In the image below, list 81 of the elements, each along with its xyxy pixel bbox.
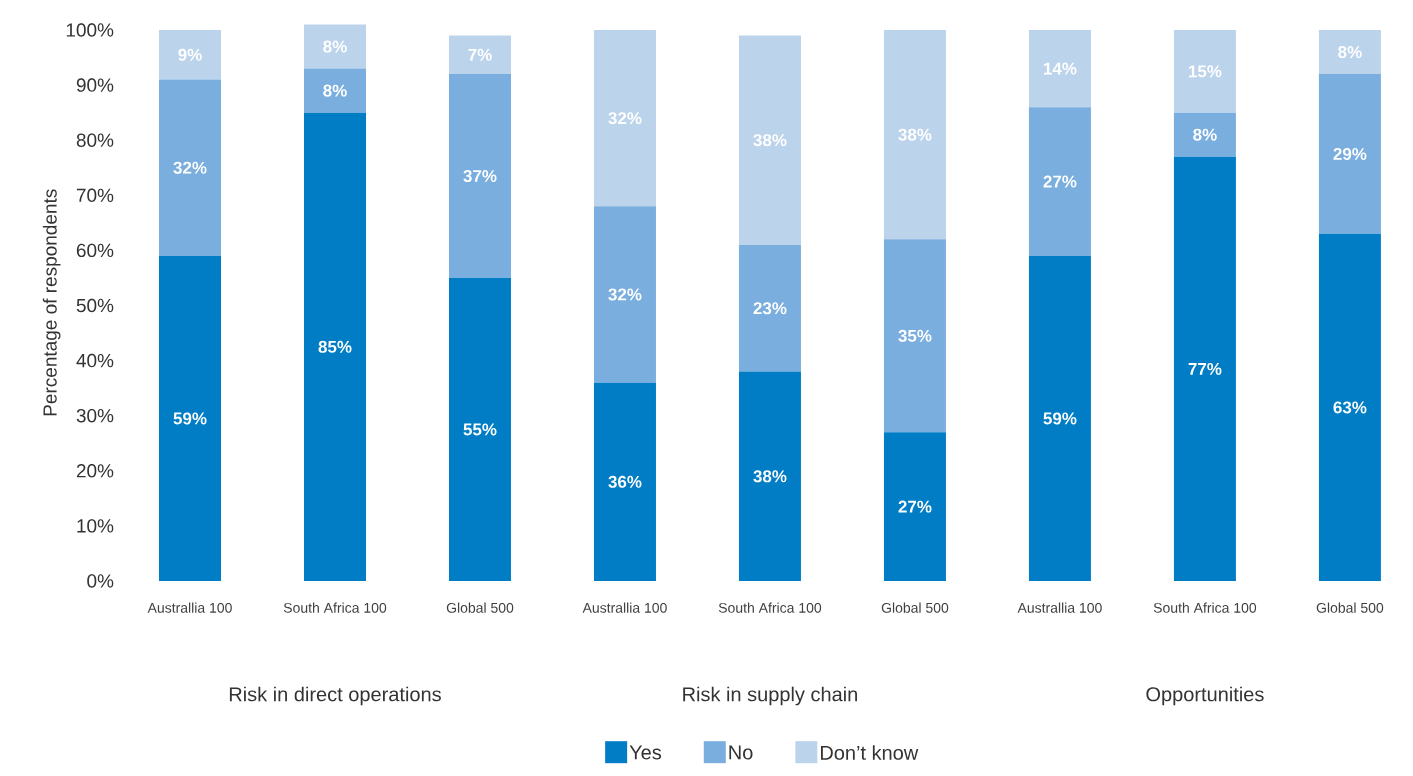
legend-label: No xyxy=(729,745,753,760)
data-label: 23% xyxy=(753,302,787,315)
x-tick-label: South Africa 100 xyxy=(283,602,387,613)
data-label: 29% xyxy=(1333,147,1367,160)
bar xyxy=(1318,74,1381,234)
bar xyxy=(738,35,801,245)
data-label: 7% xyxy=(468,48,492,61)
bar xyxy=(1318,233,1381,581)
data-label: 32% xyxy=(173,161,207,174)
bar xyxy=(738,244,801,372)
data-label: 8% xyxy=(1193,128,1217,141)
bar xyxy=(304,68,366,113)
y-tick-label: 10% xyxy=(77,519,114,533)
data-label: 8% xyxy=(1338,46,1362,59)
data-label: 27% xyxy=(1043,175,1077,188)
bar xyxy=(1173,30,1236,113)
bar xyxy=(883,30,946,240)
data-label: 85% xyxy=(318,340,352,353)
bar xyxy=(448,35,511,75)
text: Risk in supply chain xyxy=(683,686,857,706)
data-label: 8% xyxy=(323,40,347,53)
bar xyxy=(1318,30,1381,75)
bar xyxy=(1028,107,1091,256)
data-label: 38% xyxy=(898,128,932,141)
y-axis-title: Percentage of respondents xyxy=(42,189,61,416)
data-label: 14% xyxy=(1043,62,1077,75)
text: Risk in direct operations xyxy=(229,686,441,706)
bar xyxy=(593,30,656,207)
data-label: 9% xyxy=(178,48,202,61)
x-tick-label: South Africa 100 xyxy=(718,602,822,613)
bar xyxy=(593,382,656,581)
data-label: 59% xyxy=(1043,412,1077,425)
data-label: 55% xyxy=(463,423,497,436)
x-tick-label: Australlia 100 xyxy=(147,602,232,613)
data-label: 32% xyxy=(608,288,642,301)
data-label: 37% xyxy=(463,169,497,183)
bar xyxy=(304,112,366,581)
bar xyxy=(1028,255,1091,581)
y-tick-label: 50% xyxy=(76,298,114,313)
y-tick-label: 80% xyxy=(76,133,114,147)
y-tick-label: 70% xyxy=(76,188,114,203)
bar xyxy=(593,206,656,383)
x-tick-label: Global 500 xyxy=(881,602,949,613)
data-label: 38% xyxy=(753,134,787,147)
data-label: 36% xyxy=(608,475,642,488)
y-tick-label: 30% xyxy=(76,408,114,423)
data-label: 35% xyxy=(898,329,932,342)
bar xyxy=(159,30,222,80)
text: Opportunities xyxy=(1146,686,1264,706)
bar xyxy=(883,239,946,433)
bar xyxy=(1028,30,1091,108)
data-label: 15% xyxy=(1188,65,1222,78)
bar xyxy=(738,371,801,581)
legend-label: Yes xyxy=(629,745,662,760)
bar xyxy=(1173,156,1236,581)
data-label: 38% xyxy=(753,470,787,483)
y-tick-label: 60% xyxy=(76,243,114,258)
bar xyxy=(448,74,511,278)
y-tick-label: 100% xyxy=(66,23,114,37)
bar xyxy=(304,24,366,69)
legend-label: Don’t know xyxy=(820,745,919,760)
data-label: 27% xyxy=(898,500,932,513)
data-label: 63% xyxy=(1333,401,1367,414)
bar xyxy=(448,277,511,581)
bar xyxy=(159,79,222,256)
x-tick-label: Australlia 100 xyxy=(1017,602,1102,613)
y-tick-label: 90% xyxy=(76,78,114,92)
x-tick-label: South Africa 100 xyxy=(1153,602,1257,613)
bar xyxy=(1173,112,1236,157)
x-tick-label: Global 500 xyxy=(1316,602,1384,613)
y-tick-label: 40% xyxy=(76,353,114,368)
data-label: 59% xyxy=(173,412,207,425)
bar xyxy=(159,255,222,581)
x-tick-label: Australlia 100 xyxy=(582,602,667,613)
data-label: 32% xyxy=(608,112,642,125)
bar xyxy=(883,432,946,581)
y-tick-label: 20% xyxy=(76,464,114,478)
x-tick-label: Global 500 xyxy=(446,602,514,613)
data-label: 8% xyxy=(323,84,347,97)
data-label: 77% xyxy=(1188,362,1222,375)
y-tick-label: 0% xyxy=(87,574,114,588)
